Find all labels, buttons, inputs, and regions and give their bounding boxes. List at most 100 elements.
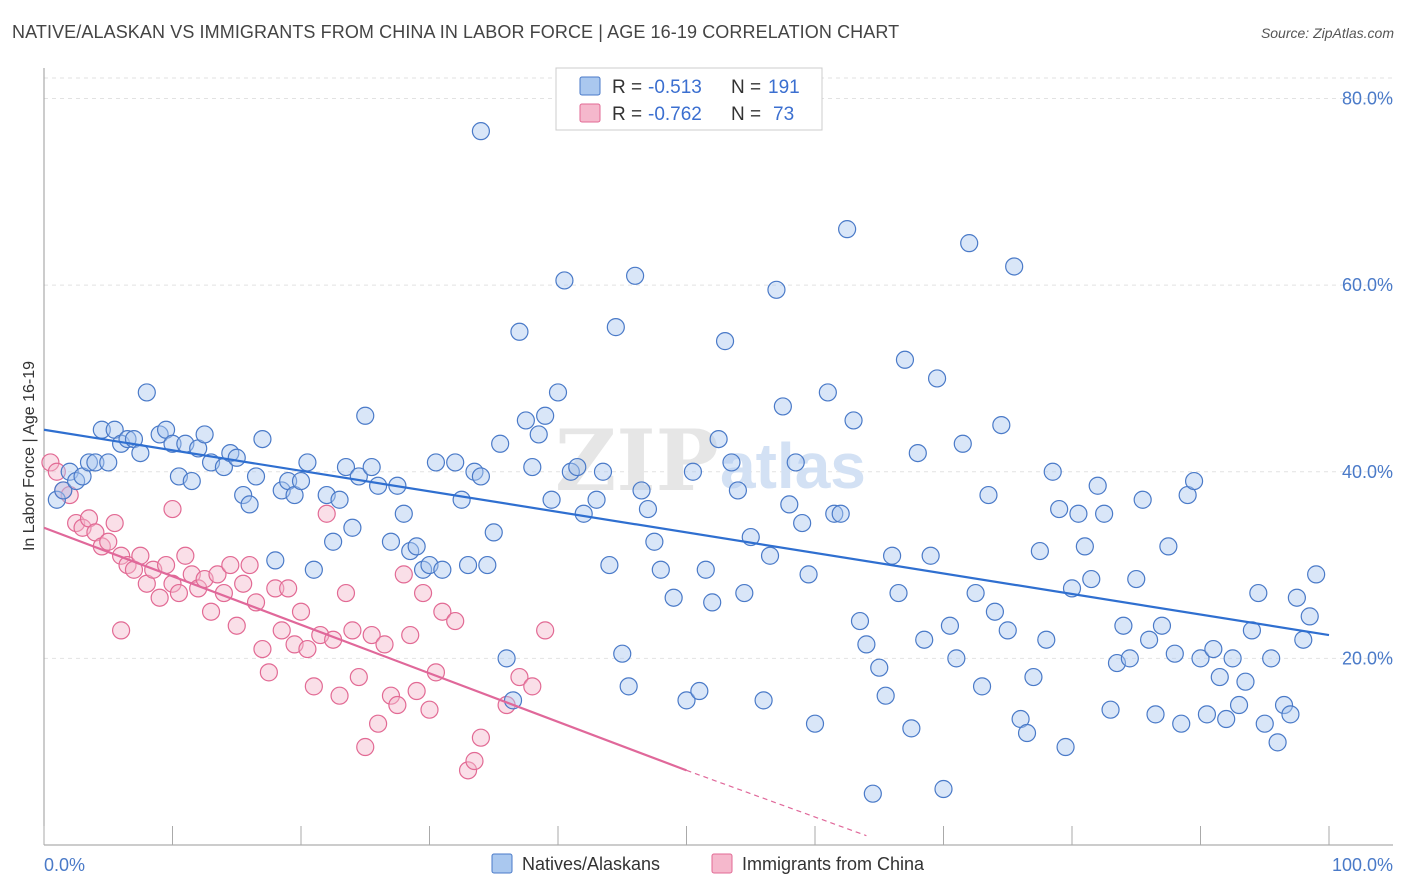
natives-point-182 [1287,588,1306,607]
natives-point-105 [786,453,805,472]
natives-point-121 [895,350,915,369]
natives-point-142 [1030,541,1049,561]
legend-swatch-pink [579,103,601,123]
natives-point-89 [677,691,696,710]
natives-point-26 [227,448,246,467]
trend-lines [43,428,1330,837]
natives-point-146 [1056,737,1075,757]
china-point-31 [240,555,259,575]
china-point-63 [458,761,478,780]
china-point-49 [356,737,375,757]
natives-point-78 [593,462,613,481]
china-point-57 [407,681,426,701]
china-point-58 [413,583,433,603]
natives-point-164 [1172,714,1191,733]
natives-point-185 [1307,565,1326,584]
x-tick-label-left: 0.0% [44,855,85,875]
natives-point-83 [625,266,645,285]
natives-point-130 [953,434,972,453]
natives-point-92 [696,560,715,579]
y-axis-label: In Labor Force | Age 16-19 [21,361,38,551]
china-point-36 [272,621,291,640]
china-point-46 [336,583,356,603]
natives-point-46 [369,476,388,495]
china-point-35 [266,579,285,598]
natives-point-124 [915,630,934,649]
natives-point-68 [523,457,542,477]
natives-point-135 [985,602,1005,621]
legend-n-value-2: 73 [773,104,794,125]
china-point-17 [150,588,169,607]
natives-point-17 [163,434,182,453]
china-point-55 [394,565,413,584]
natives-point-73 [555,271,574,290]
watermark: ZIP atlas [555,411,866,510]
china-point-51 [369,714,388,733]
watermark-atlas: atlas [720,430,866,502]
natives-point-82 [619,677,638,696]
china-point-70 [111,621,131,640]
natives-point-54 [426,453,446,472]
china-point-33 [253,639,272,659]
natives-point-94 [709,429,728,449]
natives-point-123 [908,443,927,463]
series-legend: Natives/Alaskans Immigrants from China [491,853,925,874]
natives-point-157 [1127,569,1146,589]
natives-point-41 [336,457,356,477]
natives-point-72 [548,383,568,402]
natives-point-27 [234,485,253,505]
natives-point-81 [613,644,632,663]
natives-point-96 [722,453,741,472]
natives-point-159 [1139,630,1159,649]
natives-point-167 [1191,649,1210,668]
natives-point-181 [1281,705,1300,724]
natives-point-168 [1197,705,1217,724]
y-axis-tick-labels: 20.0% 40.0% 60.0% 80.0% [1342,89,1393,669]
china-point-41 [304,677,323,696]
natives-point-109 [818,383,837,402]
natives-point-64 [497,649,516,668]
natives-point-171 [1217,709,1236,729]
natives-point-104 [780,495,799,514]
natives-point-102 [767,280,786,299]
trend-line-china [43,526,687,772]
china-point-9 [99,532,118,551]
natives-point-113 [844,411,863,430]
natives-point-112 [838,220,857,239]
natives-point-156 [1120,649,1139,668]
natives-point-133 [972,677,992,696]
natives-point-144 [1043,462,1062,481]
china-point-48 [349,667,368,687]
natives-point-31 [266,551,285,570]
china-point-1 [47,462,66,481]
natives-point-37 [304,560,323,579]
natives-point-71 [542,490,561,509]
natives-point-163 [1165,644,1184,663]
natives-point-131 [960,234,979,253]
natives-point-129 [947,649,966,668]
natives-point-61 [478,555,497,575]
natives-point-177 [1255,714,1274,733]
natives-point-111 [831,504,850,523]
natives-point-140 [1017,723,1037,743]
natives-point-86 [645,532,664,551]
natives-point-114 [850,611,870,631]
natives-point-69 [529,425,548,444]
china-point-71 [163,499,182,519]
natives-point-87 [651,560,670,579]
natives-point-91 [690,681,709,701]
natives-point-29 [246,467,266,486]
natives-point-172 [1223,649,1242,668]
natives-point-166 [1184,471,1204,491]
natives-point-149 [1075,537,1094,556]
natives-point-0 [47,490,66,509]
natives-point-85 [638,499,658,519]
stats-legend: R = -0.513 N = 191 R = -0.762 N = 73 [555,67,823,131]
y-tick-label-60: 60.0% [1342,275,1393,295]
natives-point-66 [510,322,529,341]
natives-point-183 [1294,630,1313,649]
china-point-52 [375,635,394,654]
natives-point-126 [927,369,947,388]
legend-r-label-2: R = [612,104,642,125]
natives-point-173 [1229,695,1249,715]
